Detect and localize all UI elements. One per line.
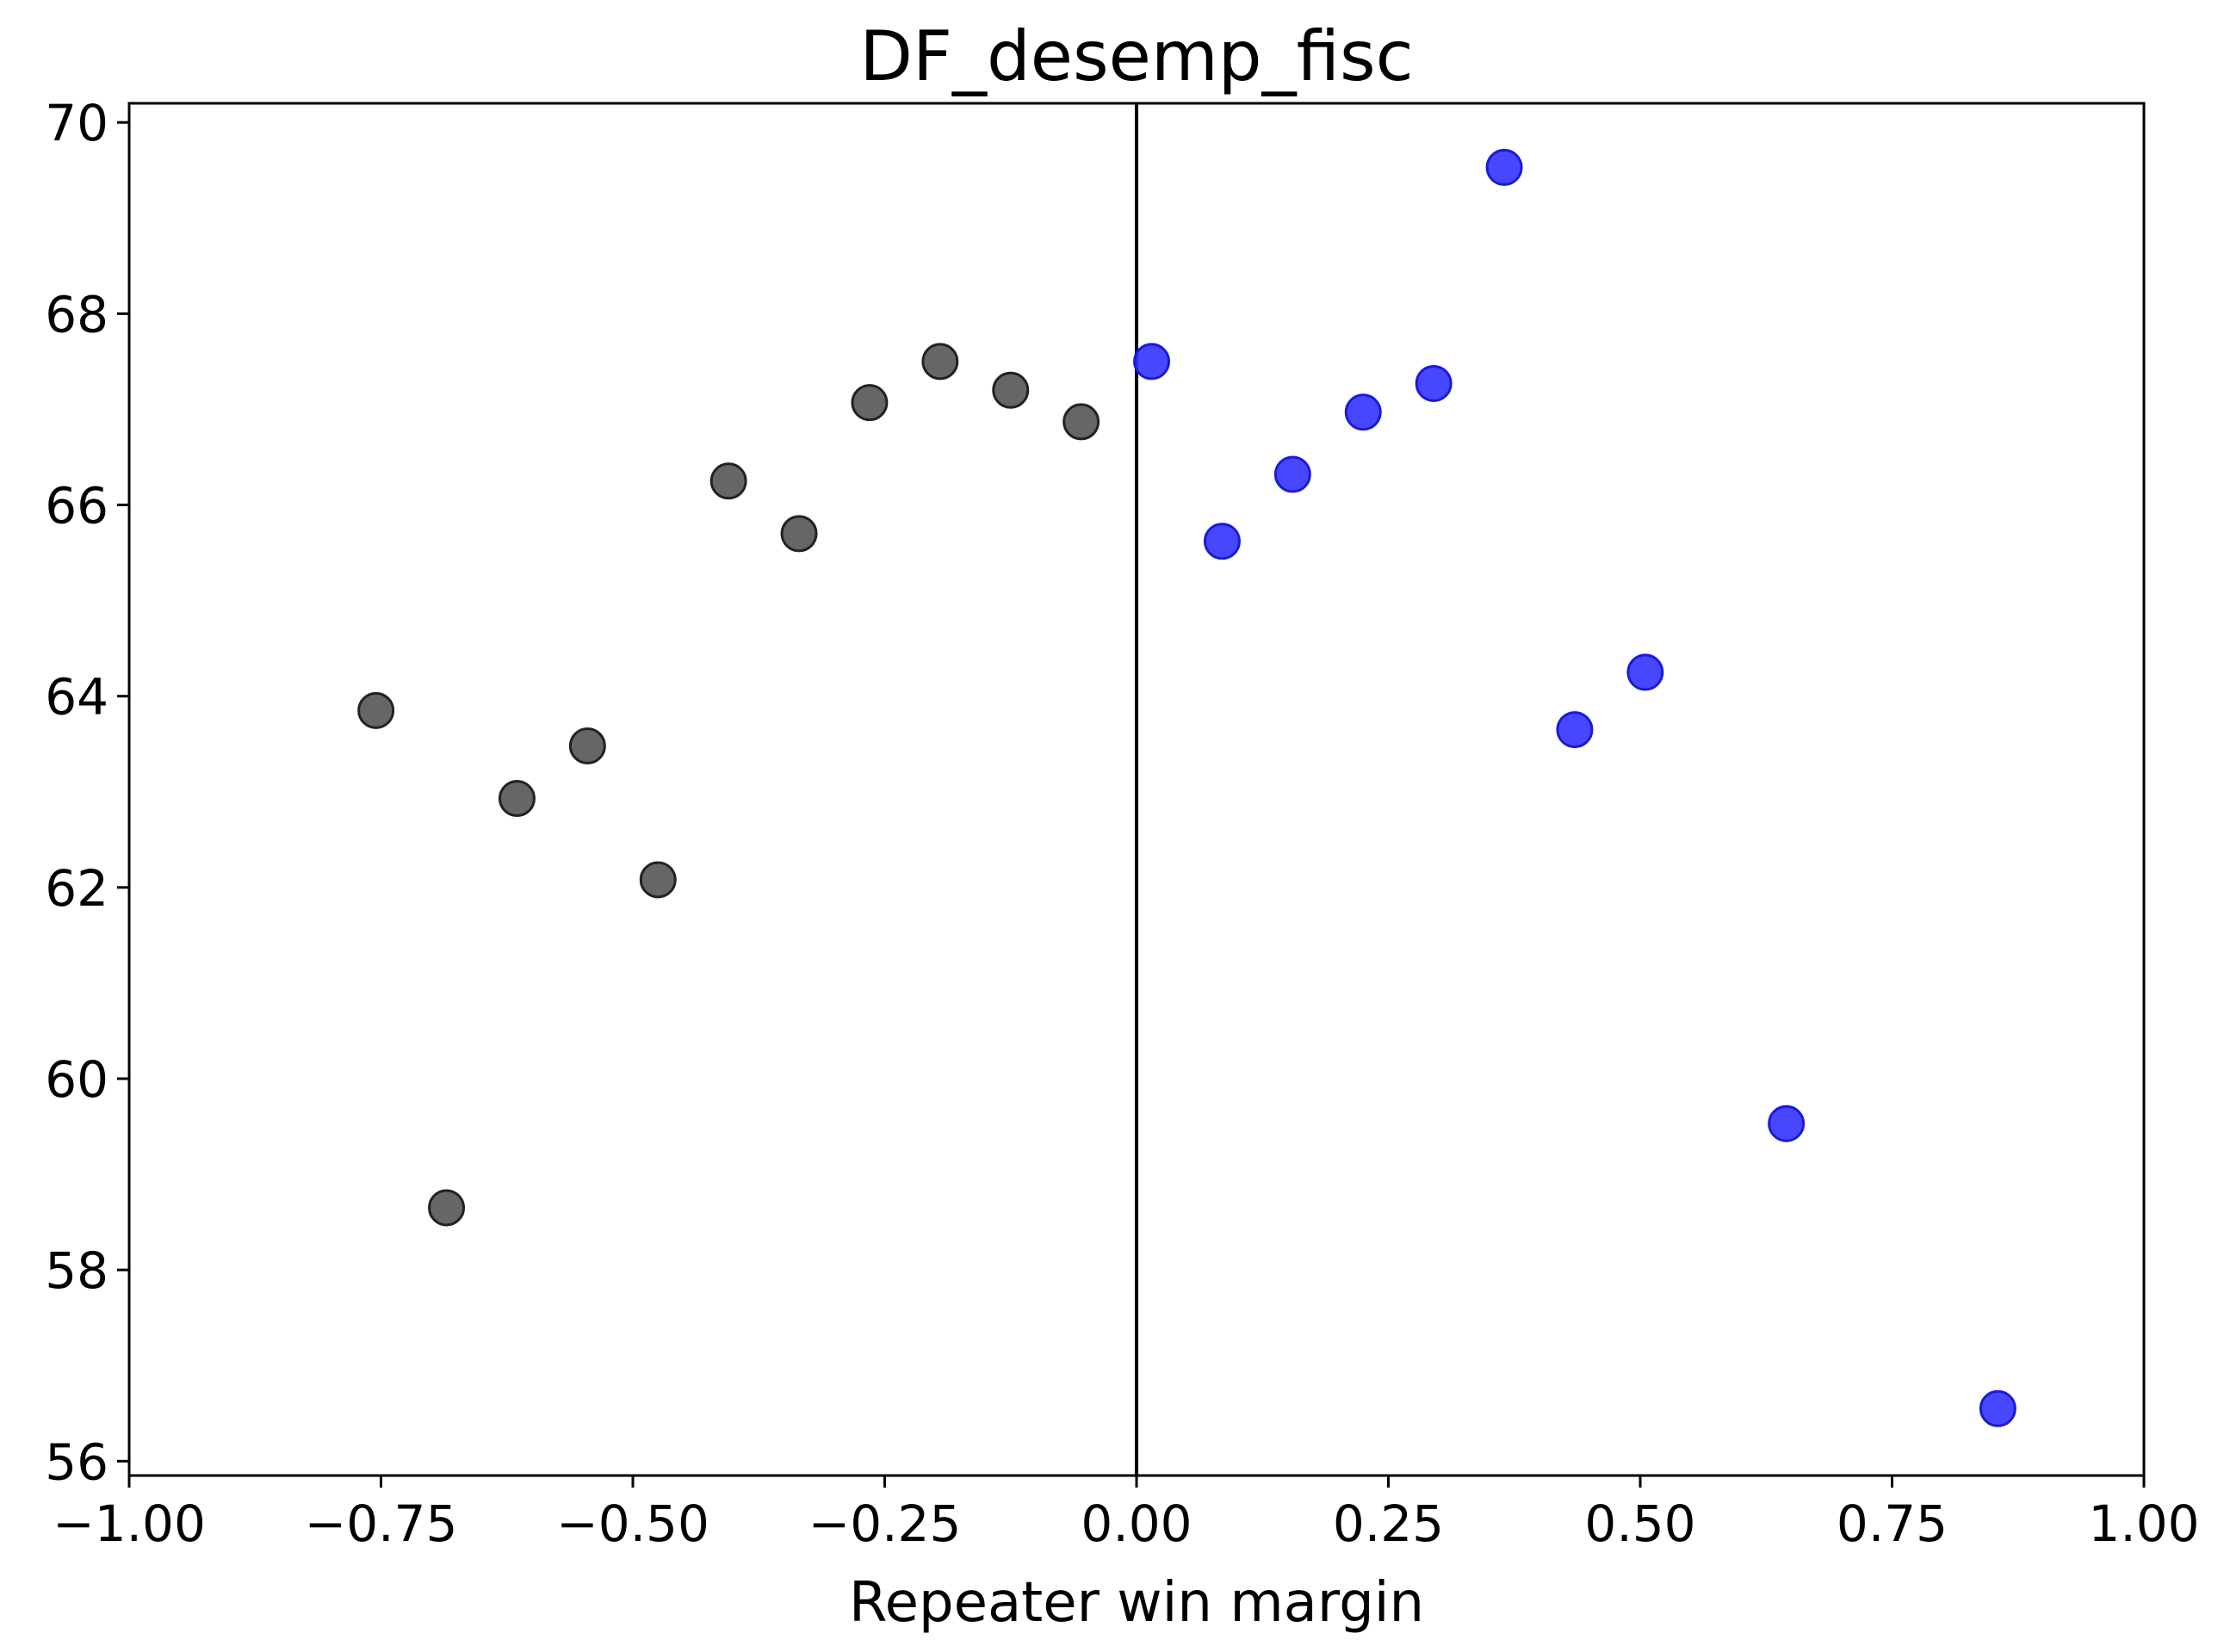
x-axis: −1.00 −0.75 −0.50 −0.25 0.00 0.25 0.50 0.75 1.00 xyxy=(53,1476,2200,1553)
y-tick-label: 60 xyxy=(45,1050,108,1109)
data-point-series-1-0 xyxy=(1133,343,1171,381)
x-tick-label: 0.50 xyxy=(1584,1494,1695,1553)
y-axis: 56 58 60 62 64 66 68 70 xyxy=(45,94,129,1491)
data-point-series-0-7 xyxy=(851,384,889,422)
data-point-series-0-8 xyxy=(921,343,959,381)
data-point-series-1-9 xyxy=(1979,1389,2016,1427)
data-point-series-1-6 xyxy=(1556,711,1594,749)
x-tick-label: −0.50 xyxy=(556,1494,709,1553)
data-point-series-1-8 xyxy=(1768,1104,1806,1142)
data-point-series-1-5 xyxy=(1485,148,1523,186)
data-point-series-0-5 xyxy=(709,462,747,500)
data-point-series-1-4 xyxy=(1415,364,1453,402)
data-point-series-0-9 xyxy=(992,371,1030,409)
plot-area xyxy=(127,102,2146,1477)
data-point-series-1-2 xyxy=(1273,455,1311,493)
y-tick-label: 56 xyxy=(45,1432,108,1491)
x-tick-label: −0.75 xyxy=(305,1494,458,1553)
data-point-series-0-10 xyxy=(1062,403,1100,441)
y-tick-label: 58 xyxy=(45,1241,108,1300)
data-point-series-1-7 xyxy=(1626,653,1664,691)
y-tick-label: 62 xyxy=(45,859,108,918)
x-axis-title: Repeater win margin xyxy=(849,1571,1424,1635)
y-tick-label: 66 xyxy=(45,477,108,535)
data-point-series-0-0 xyxy=(357,691,395,729)
x-tick-label: 0.75 xyxy=(1837,1494,1948,1553)
data-point-series-1-1 xyxy=(1203,523,1241,560)
chart-title: DF_desemp_fisc xyxy=(859,16,1413,96)
y-tick-label: 68 xyxy=(45,285,108,343)
data-point-series-0-4 xyxy=(639,861,677,899)
data-point-series-0-3 xyxy=(568,727,606,764)
data-point-series-0-2 xyxy=(498,780,536,818)
data-point-series-1-3 xyxy=(1344,393,1382,431)
x-tick-label: −1.00 xyxy=(53,1494,206,1553)
x-tick-label: −0.25 xyxy=(808,1494,962,1553)
data-point-series-0-6 xyxy=(780,515,818,553)
y-tick-label: 64 xyxy=(45,668,108,727)
x-tick-label: 0.25 xyxy=(1333,1494,1444,1553)
y-tick-label: 70 xyxy=(45,94,108,152)
x-tick-label: 1.00 xyxy=(2088,1494,2199,1553)
x-tick-label: 0.00 xyxy=(1081,1494,1192,1553)
data-point-series-0-1 xyxy=(428,1189,466,1227)
